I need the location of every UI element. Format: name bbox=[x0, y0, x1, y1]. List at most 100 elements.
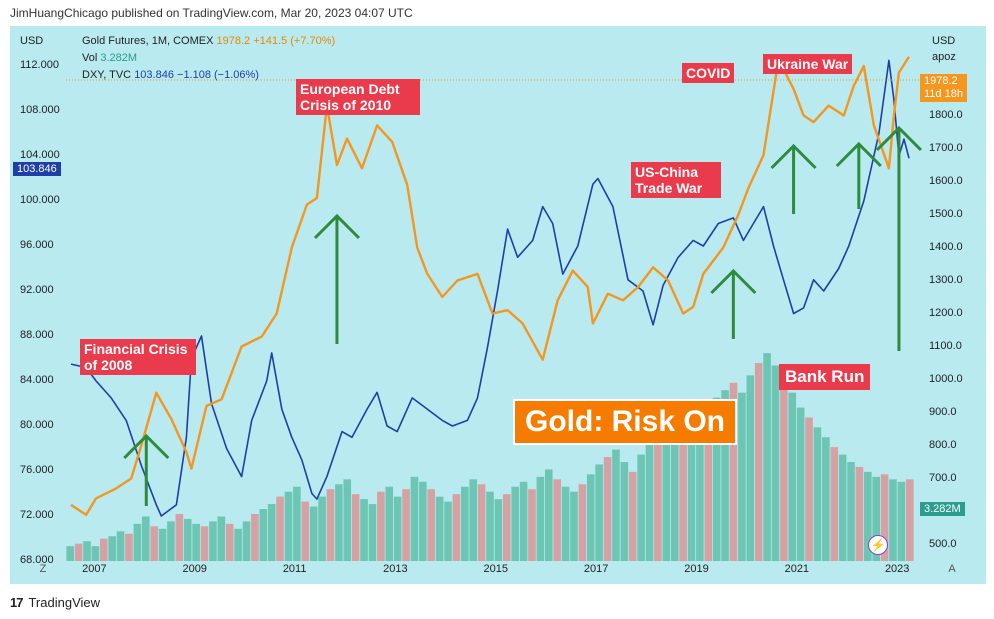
volume-bar bbox=[183, 518, 192, 561]
volume-bar bbox=[796, 407, 805, 561]
volume-bar bbox=[511, 486, 519, 561]
volume-bar bbox=[679, 439, 687, 561]
volume-bar bbox=[301, 501, 310, 561]
volume-bar bbox=[729, 382, 738, 561]
footer-brand[interactable]: 17 TradingView bbox=[10, 595, 100, 610]
volume-bar bbox=[435, 496, 444, 561]
volume-bar bbox=[838, 454, 847, 561]
legend-gold-change: +141.5 (+7.70%) bbox=[253, 35, 336, 47]
volume-bar bbox=[276, 496, 284, 561]
legend-vol-name: Vol bbox=[82, 52, 98, 64]
volume-bar bbox=[586, 474, 595, 561]
volume-bar bbox=[570, 491, 578, 561]
zoom-toggle[interactable]: Z bbox=[39, 563, 47, 575]
volume-bar bbox=[335, 484, 343, 561]
volume-bar bbox=[813, 427, 822, 561]
legend-gold[interactable]: Gold Futures, 1M, COMEX 1978.2 +141.5 (+… bbox=[82, 35, 335, 47]
volume-bar bbox=[830, 447, 839, 561]
x-axis-tick: 2007 bbox=[82, 563, 107, 575]
volume-bar bbox=[83, 541, 91, 561]
volume-bar bbox=[158, 528, 167, 561]
volume-bar bbox=[620, 462, 629, 561]
volume-bar bbox=[444, 501, 452, 561]
left-axis-tick: 72.000 bbox=[20, 509, 54, 521]
x-axis-tick: 2011 bbox=[282, 563, 307, 575]
volume-bar bbox=[847, 462, 855, 561]
volume-bar bbox=[788, 392, 797, 561]
gold-countdown: 11d 18h bbox=[924, 88, 963, 100]
volume-bar bbox=[461, 486, 469, 561]
banner-gold-risk-on: Gold: Risk On bbox=[513, 399, 738, 445]
left-axis-tick: 100.000 bbox=[20, 194, 60, 206]
volume-bar bbox=[595, 464, 603, 561]
legend-dxy[interactable]: DXY, TVC 103.846 −1.108 (−1.06%) bbox=[82, 69, 259, 81]
right-axis-tick: 1600.0 bbox=[929, 174, 963, 187]
tradingview-logo-icon: 17 bbox=[10, 595, 24, 610]
volume-bar bbox=[738, 392, 746, 561]
volume-bar bbox=[855, 466, 864, 561]
dxy-series-line bbox=[70, 59, 910, 517]
volume-bar bbox=[419, 481, 427, 561]
left-axis-tick: 96.000 bbox=[20, 239, 54, 251]
x-axis-tick: 2017 bbox=[583, 563, 609, 575]
chart-svg[interactable] bbox=[10, 26, 986, 584]
volume-bar bbox=[452, 494, 461, 561]
x-axis-tick: 2013 bbox=[383, 563, 408, 575]
volume-bar bbox=[528, 489, 536, 561]
volume-bar bbox=[880, 474, 889, 561]
lightning-icon[interactable]: ⚡ bbox=[868, 535, 888, 555]
volume-bar bbox=[91, 546, 100, 561]
volume-bar bbox=[318, 496, 326, 561]
volume-bar bbox=[704, 407, 713, 561]
volume-bar bbox=[654, 434, 662, 561]
volume-bar bbox=[864, 471, 872, 561]
x-axis-tick: 2019 bbox=[684, 563, 709, 575]
footer-brand-label: TradingView bbox=[28, 595, 101, 610]
annotation-ukraine-war: Ukraine War bbox=[763, 54, 853, 75]
volume-bar bbox=[234, 528, 242, 561]
left-axis-unit: USD bbox=[20, 35, 44, 47]
volume-bar bbox=[402, 489, 410, 561]
volume-bar bbox=[578, 484, 587, 561]
right-axis-subunit: apoz bbox=[932, 51, 956, 63]
volume-bar bbox=[889, 479, 897, 561]
chart-panel[interactable]: USD USD apoz Gold Futures, 1M, COMEX 197… bbox=[10, 26, 986, 584]
volume-bar bbox=[225, 523, 234, 561]
volume-bar bbox=[242, 521, 251, 561]
legend-vol[interactable]: Vol 3.282M bbox=[82, 52, 137, 64]
volume-bar bbox=[536, 476, 545, 561]
right-axis-tick: 1200.0 bbox=[929, 306, 963, 319]
volume-bar bbox=[293, 486, 301, 561]
auto-scale-toggle[interactable]: A bbox=[948, 563, 956, 575]
right-axis-tick: 700.0 bbox=[929, 471, 957, 484]
legend-dxy-change: −1.108 (−1.06%) bbox=[177, 69, 259, 81]
volume-bar bbox=[754, 363, 763, 561]
volume-bar bbox=[494, 499, 503, 561]
volume-bar bbox=[343, 479, 352, 561]
left-axis-tick: 80.000 bbox=[20, 419, 54, 431]
volume-bar bbox=[167, 521, 175, 561]
up-arrow-head-icon bbox=[710, 268, 757, 295]
annotation-covid: COVID bbox=[682, 63, 735, 84]
up-arrow-head-icon bbox=[770, 143, 817, 170]
volume-bar bbox=[561, 486, 570, 561]
legend-gold-value: 1978.2 bbox=[216, 35, 251, 47]
volume-bar bbox=[427, 489, 436, 561]
volume-bar bbox=[410, 476, 419, 561]
volume-bar bbox=[393, 496, 402, 561]
up-arrow-head-icon bbox=[313, 213, 361, 240]
volume-bar bbox=[326, 489, 335, 561]
volume-tag: 3.282M bbox=[920, 502, 965, 516]
left-axis-tick: 88.000 bbox=[20, 329, 54, 341]
volume-bar bbox=[360, 499, 368, 561]
annotation-bank-run: Bank Run bbox=[779, 364, 871, 390]
volume-bar bbox=[108, 536, 116, 561]
volume-bar bbox=[687, 429, 696, 561]
annotation-financial-crisis: Financial Crisis of 2008 bbox=[80, 339, 196, 376]
gold-series-line bbox=[70, 56, 911, 516]
volume-bar bbox=[141, 516, 150, 561]
volume-bar bbox=[519, 481, 528, 561]
volume-bar bbox=[553, 479, 561, 561]
legend-dxy-name: DXY, TVC bbox=[82, 69, 132, 81]
dxy-price-tag: 103.846 bbox=[13, 162, 61, 176]
